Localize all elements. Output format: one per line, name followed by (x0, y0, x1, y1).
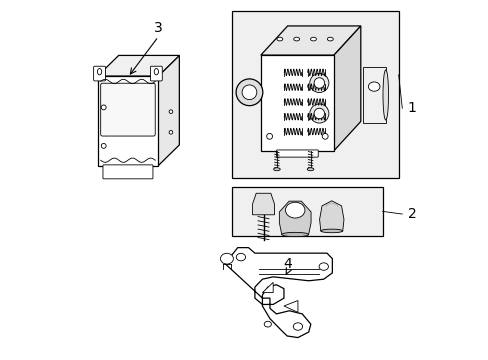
Ellipse shape (310, 37, 316, 41)
Ellipse shape (309, 104, 328, 123)
Ellipse shape (313, 78, 324, 88)
FancyBboxPatch shape (93, 66, 105, 81)
Ellipse shape (242, 85, 256, 100)
Polygon shape (333, 26, 360, 151)
FancyBboxPatch shape (103, 165, 153, 179)
Ellipse shape (367, 82, 379, 91)
Polygon shape (224, 248, 332, 338)
Polygon shape (158, 55, 179, 166)
Polygon shape (252, 193, 274, 215)
Bar (362, 67, 385, 123)
Ellipse shape (327, 37, 332, 41)
Ellipse shape (382, 70, 388, 120)
Ellipse shape (236, 79, 262, 105)
Ellipse shape (313, 108, 324, 119)
Polygon shape (284, 301, 297, 312)
Ellipse shape (266, 134, 272, 139)
Bar (260, 55, 333, 151)
Polygon shape (260, 26, 360, 55)
Ellipse shape (281, 232, 308, 237)
Text: 2: 2 (407, 207, 416, 221)
Ellipse shape (276, 37, 282, 41)
Text: 1: 1 (407, 101, 416, 115)
Bar (231, 187, 382, 235)
Ellipse shape (97, 68, 102, 75)
FancyBboxPatch shape (276, 150, 318, 157)
Ellipse shape (285, 202, 305, 218)
FancyBboxPatch shape (101, 83, 155, 136)
Ellipse shape (101, 105, 106, 110)
Ellipse shape (293, 323, 302, 330)
Polygon shape (319, 201, 343, 231)
Polygon shape (98, 55, 179, 76)
Text: 3: 3 (154, 21, 163, 35)
Ellipse shape (319, 263, 328, 270)
Ellipse shape (306, 168, 313, 171)
Ellipse shape (169, 130, 172, 134)
Ellipse shape (320, 229, 342, 233)
Ellipse shape (236, 253, 245, 261)
Ellipse shape (220, 253, 233, 264)
Ellipse shape (169, 110, 172, 113)
Ellipse shape (322, 134, 327, 139)
Text: 4: 4 (283, 257, 291, 271)
Polygon shape (279, 201, 310, 234)
Polygon shape (262, 282, 273, 293)
Ellipse shape (309, 73, 328, 93)
Bar (98, 76, 158, 166)
Ellipse shape (154, 68, 158, 75)
Ellipse shape (293, 37, 299, 41)
FancyBboxPatch shape (150, 66, 162, 81)
Ellipse shape (101, 144, 106, 148)
Bar (231, 12, 398, 178)
Ellipse shape (273, 168, 280, 171)
Ellipse shape (264, 321, 271, 327)
